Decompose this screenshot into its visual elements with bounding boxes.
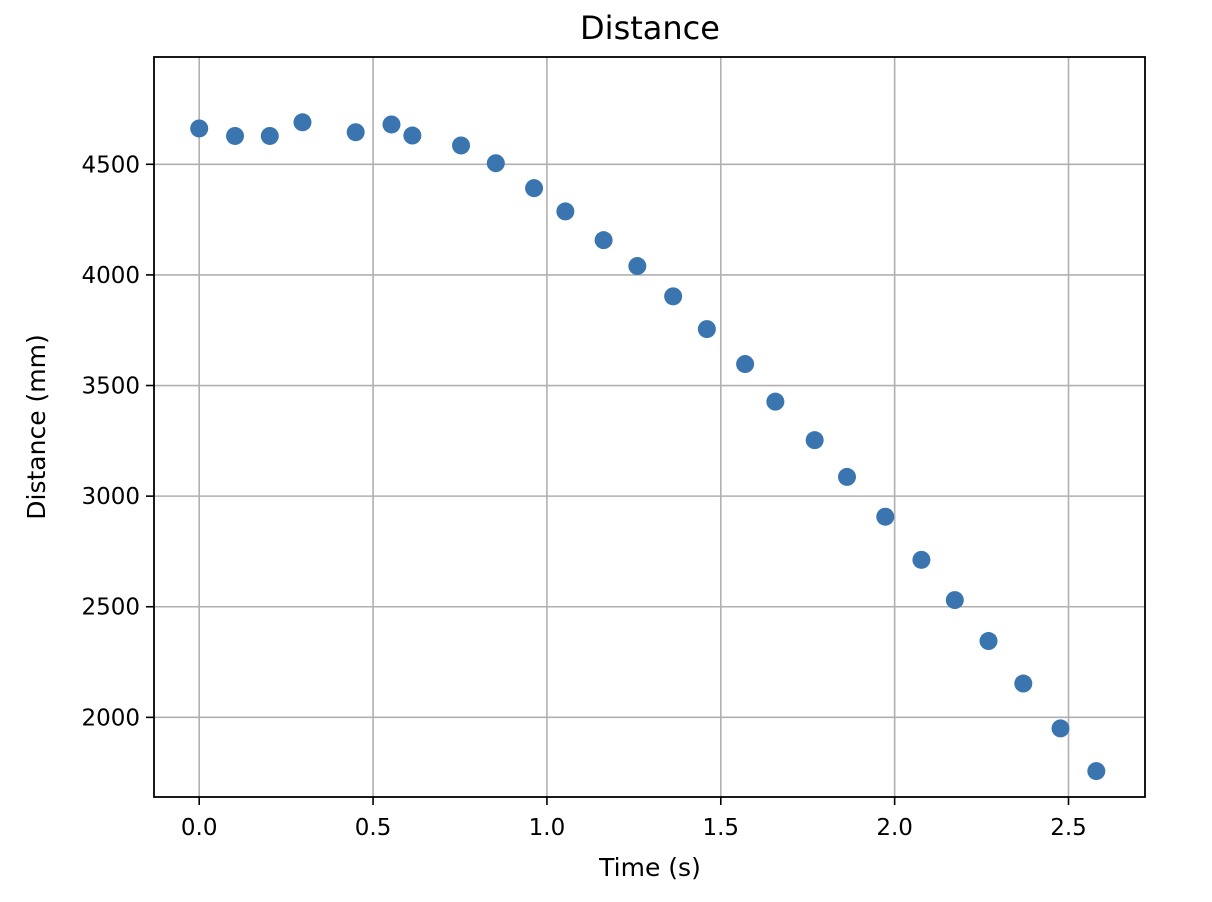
x-tick-label: 0.0 — [181, 815, 218, 841]
plot-area-frame — [153, 56, 1146, 798]
grid — [154, 57, 1145, 797]
y-tick-label: 3000 — [81, 484, 140, 510]
data-point — [736, 355, 755, 374]
y-tick-label: 3500 — [81, 374, 140, 400]
data-point — [664, 287, 683, 306]
data-point — [525, 179, 544, 198]
x-tick-label: 1.0 — [529, 815, 566, 841]
y-tick-label: 2000 — [81, 705, 140, 731]
x-tick-label: 2.5 — [1050, 815, 1087, 841]
data-point — [628, 257, 647, 276]
data-point — [556, 202, 575, 221]
x-tick-label: 1.5 — [702, 815, 739, 841]
data-point — [594, 231, 613, 250]
axis-ticks: 0.0 0.5 1.0 1.5 2.0 2.5 2000 2500 3000 3500 4000 45… — [81, 152, 1086, 841]
data-point — [190, 119, 209, 138]
data-point — [1087, 762, 1106, 781]
x-axis-label: Time (s) — [598, 853, 701, 882]
data-point — [452, 136, 471, 155]
y-tick-label: 2500 — [81, 595, 140, 621]
data-point — [346, 123, 365, 142]
data-point — [766, 392, 785, 411]
data-point — [260, 126, 279, 145]
data-point — [1014, 674, 1033, 693]
data-point — [382, 115, 401, 134]
data-points — [190, 113, 1106, 781]
x-tick-label: 2.0 — [876, 815, 913, 841]
data-point — [226, 126, 245, 145]
data-point — [876, 507, 895, 526]
data-point — [805, 431, 824, 450]
y-tick-label: 4000 — [81, 263, 140, 289]
data-point — [486, 154, 505, 173]
x-tick-label: 0.5 — [355, 815, 392, 841]
data-point — [979, 632, 998, 651]
y-axis-label: Distance (mm) — [22, 334, 51, 519]
data-point — [697, 320, 716, 339]
chart-title: Distance — [580, 9, 720, 47]
data-point — [945, 591, 964, 610]
data-point — [1051, 719, 1070, 738]
data-point — [912, 550, 931, 569]
y-tick-label: 4500 — [81, 152, 140, 178]
data-point — [403, 126, 422, 145]
data-point — [293, 113, 312, 132]
data-point — [838, 467, 857, 486]
